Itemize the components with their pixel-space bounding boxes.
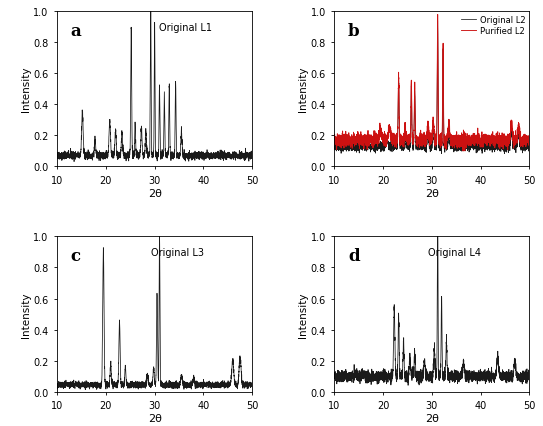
Text: Original L1: Original L1 bbox=[159, 23, 212, 33]
Original L2 bbox=[353, 138, 359, 143]
Purified L2 bbox=[526, 132, 533, 138]
Purified L2 bbox=[460, 149, 466, 154]
Purified L2 bbox=[406, 138, 412, 143]
Purified L2 bbox=[522, 135, 529, 140]
Text: c: c bbox=[71, 248, 81, 265]
Y-axis label: Intensity: Intensity bbox=[21, 67, 30, 112]
Text: Original L4: Original L4 bbox=[428, 248, 481, 258]
Line: Original L2: Original L2 bbox=[334, 21, 529, 154]
Original L2 bbox=[331, 144, 337, 149]
Original L2 bbox=[434, 19, 441, 24]
Original L2 bbox=[365, 140, 371, 145]
Original L2 bbox=[438, 152, 445, 157]
Purified L2 bbox=[414, 139, 421, 144]
Original L2 bbox=[414, 143, 421, 148]
Y-axis label: Intensity: Intensity bbox=[298, 292, 308, 337]
Text: a: a bbox=[71, 23, 81, 40]
X-axis label: 2θ: 2θ bbox=[148, 413, 162, 423]
X-axis label: 2θ: 2θ bbox=[425, 188, 439, 198]
Original L2 bbox=[501, 144, 508, 149]
Original L2 bbox=[406, 142, 412, 147]
X-axis label: 2θ: 2θ bbox=[425, 413, 439, 423]
Y-axis label: Intensity: Intensity bbox=[21, 292, 30, 337]
Text: Original L3: Original L3 bbox=[151, 248, 204, 258]
Purified L2 bbox=[365, 138, 371, 144]
Line: Purified L2: Purified L2 bbox=[334, 15, 529, 152]
X-axis label: 2θ: 2θ bbox=[148, 188, 162, 198]
Purified L2 bbox=[434, 13, 441, 18]
Original L2 bbox=[522, 142, 529, 147]
Y-axis label: Intensity: Intensity bbox=[298, 67, 308, 112]
Original L2 bbox=[526, 146, 533, 151]
Purified L2 bbox=[353, 135, 359, 140]
Purified L2 bbox=[501, 139, 508, 144]
Text: d: d bbox=[348, 248, 359, 265]
Legend: Original L2, Purified L2: Original L2, Purified L2 bbox=[459, 14, 527, 38]
Purified L2 bbox=[331, 141, 337, 146]
Text: b: b bbox=[348, 23, 359, 40]
